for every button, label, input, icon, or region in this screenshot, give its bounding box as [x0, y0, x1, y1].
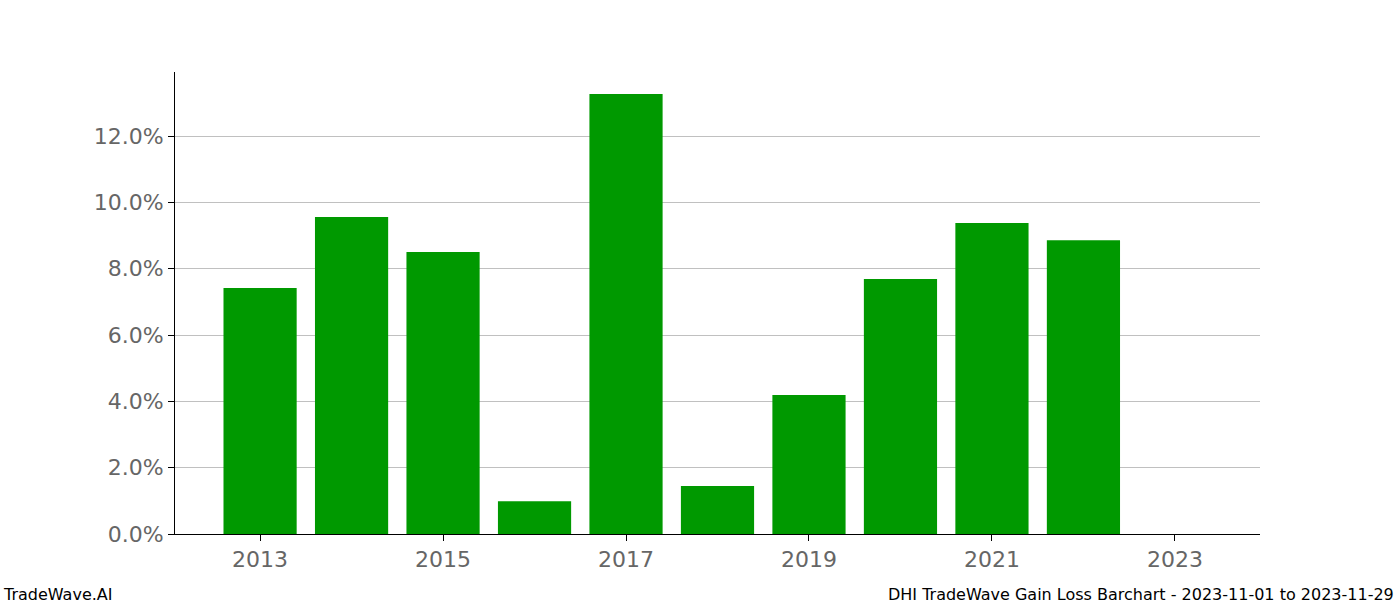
svg-text:2.0%: 2.0%	[108, 455, 164, 480]
svg-text:2015: 2015	[415, 547, 471, 572]
svg-text:4.0%: 4.0%	[108, 389, 164, 414]
svg-text:2013: 2013	[232, 547, 288, 572]
svg-text:2019: 2019	[781, 547, 837, 572]
svg-text:2017: 2017	[598, 547, 654, 572]
svg-text:6.0%: 6.0%	[108, 323, 164, 348]
svg-text:12.0%: 12.0%	[94, 124, 164, 149]
svg-text:DHI TradeWave Gain Loss Barcha: DHI TradeWave Gain Loss Barchart - 2023-…	[888, 585, 1394, 600]
svg-text:2023: 2023	[1147, 547, 1203, 572]
svg-text:10.0%: 10.0%	[94, 190, 164, 215]
svg-text:2021: 2021	[964, 547, 1020, 572]
svg-text:0.0%: 0.0%	[108, 522, 164, 547]
svg-text:8.0%: 8.0%	[108, 256, 164, 281]
svg-text:TradeWave.AI: TradeWave.AI	[3, 585, 112, 600]
